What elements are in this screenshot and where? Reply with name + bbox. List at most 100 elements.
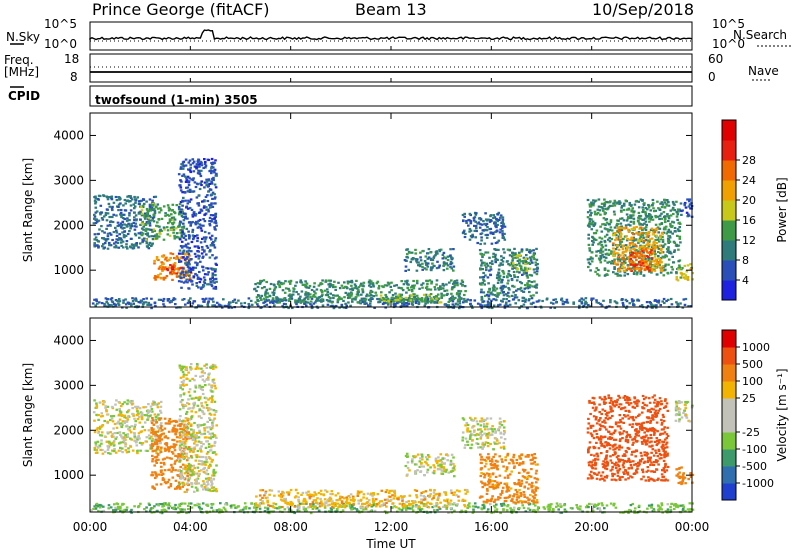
power-cell	[362, 285, 365, 288]
power-cell	[507, 295, 511, 298]
power-cell	[496, 258, 499, 261]
power-cell	[493, 255, 497, 258]
velocity-cell	[207, 383, 211, 386]
power-cell	[679, 302, 682, 305]
power-cell	[631, 300, 634, 303]
velocity-cell	[181, 420, 184, 423]
power-cell	[486, 264, 490, 267]
power-cell	[590, 218, 593, 221]
power-cell	[512, 270, 516, 274]
power-cell	[519, 280, 522, 284]
power-cell	[616, 272, 619, 275]
power-cell	[213, 226, 216, 229]
power-cell	[479, 291, 483, 294]
velocity-cell	[206, 480, 209, 483]
power-cell	[669, 231, 672, 234]
velocity-cell	[521, 504, 524, 507]
power-cell	[496, 223, 499, 226]
power-cell	[129, 195, 132, 198]
power-cell	[114, 299, 118, 302]
power-cell	[612, 202, 615, 205]
power-cell	[653, 250, 656, 253]
power-cell	[170, 222, 174, 225]
power-cell	[215, 174, 218, 177]
power-cell	[141, 220, 144, 223]
power-cell	[594, 232, 598, 235]
velocity-cell	[155, 442, 159, 445]
power-cell	[187, 189, 190, 192]
velocity-cell	[200, 416, 203, 420]
power-cell	[116, 221, 120, 224]
power-cell	[656, 264, 660, 267]
velocity-cell	[153, 419, 156, 422]
power-cell	[489, 273, 492, 277]
power-cell	[587, 265, 590, 269]
power-cell	[304, 291, 308, 294]
power-cell	[452, 265, 456, 268]
power-cell	[601, 250, 605, 253]
velocity-cell	[190, 455, 193, 458]
power-cell	[552, 298, 555, 301]
power-cell	[462, 230, 465, 234]
power-cell	[182, 281, 186, 284]
velocity-cell	[118, 418, 122, 421]
power-cell	[203, 220, 207, 223]
power-cell	[331, 286, 335, 289]
power-cell	[429, 251, 432, 254]
power-cell	[513, 296, 517, 299]
power-cell	[157, 235, 161, 238]
power-cell	[527, 285, 530, 288]
power-cell	[296, 301, 300, 304]
power-cell	[648, 268, 652, 271]
power-cell	[447, 300, 451, 304]
power-cell	[625, 306, 628, 310]
velocity-cell	[93, 419, 96, 422]
power-cell	[644, 220, 648, 223]
power-cell	[404, 280, 407, 283]
velocity-cell	[210, 400, 214, 404]
velocity-cell	[209, 437, 213, 440]
power-cell	[670, 271, 673, 274]
power-cell	[213, 171, 216, 174]
power-cell	[421, 262, 424, 265]
power-cell	[166, 213, 169, 216]
power-cell	[208, 170, 211, 173]
velocity-cell	[205, 378, 208, 381]
power-cell	[186, 261, 190, 264]
velocity-cell	[197, 396, 201, 399]
power-cell	[415, 294, 419, 297]
velocity-cell	[126, 399, 130, 402]
power-cell	[457, 298, 460, 301]
power-cell	[516, 276, 519, 279]
power-cell	[190, 221, 194, 224]
velocity-cell	[183, 365, 186, 368]
power-cell	[162, 255, 165, 258]
power-cell	[123, 223, 126, 226]
power-cell	[179, 267, 182, 270]
velocity-cell	[180, 450, 184, 454]
velocity-cell	[207, 436, 211, 439]
power-cell	[130, 304, 133, 307]
power-cell	[319, 289, 323, 292]
power-cell	[445, 262, 449, 265]
power-cell	[188, 190, 192, 193]
power-cell	[188, 279, 191, 282]
power-cell	[206, 199, 210, 203]
velocity-cell	[190, 470, 193, 473]
power-cell	[372, 295, 376, 298]
power-cell	[387, 299, 390, 302]
power-cell	[412, 279, 415, 283]
power-cell	[103, 246, 106, 249]
power-cell	[481, 281, 485, 284]
power-cell	[658, 214, 662, 217]
power-cell	[383, 284, 387, 287]
power-cell	[181, 204, 184, 207]
power-cell	[282, 302, 286, 305]
velocity-cell	[106, 420, 109, 423]
power-cell	[377, 287, 380, 290]
power-cell	[182, 173, 186, 176]
power-cell	[659, 234, 662, 237]
power-cell	[150, 235, 153, 238]
power-cell	[418, 265, 422, 268]
power-cell	[495, 229, 499, 232]
